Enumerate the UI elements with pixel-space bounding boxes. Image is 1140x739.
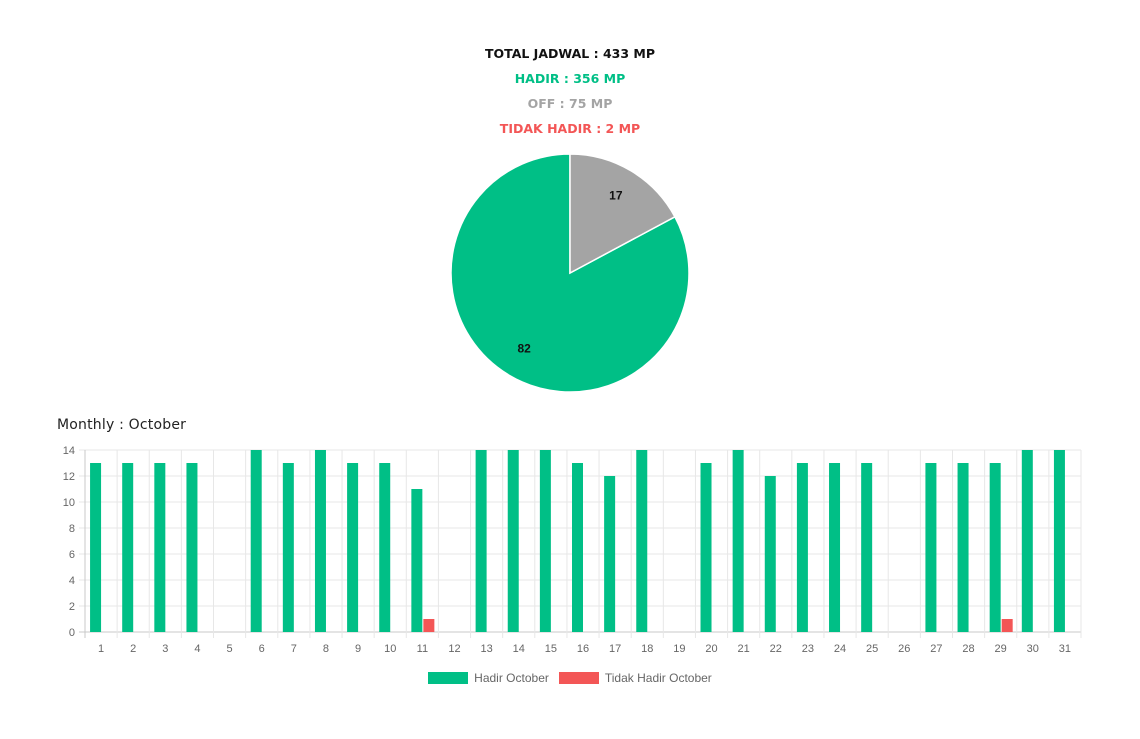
x-tick-label: 15 <box>545 643 557 655</box>
x-tick-label: 23 <box>802 643 814 655</box>
x-tick-label: 2 <box>130 643 136 655</box>
x-tick-label: 9 <box>355 643 361 655</box>
bar-hadir-30[interactable] <box>1021 450 1033 632</box>
bar-hadir-17[interactable] <box>604 476 616 632</box>
bar-hadir-1[interactable] <box>90 463 102 632</box>
attendance-summary: TOTAL JADWAL : 433 MP HADIR : 356 MP OFF… <box>0 41 1140 141</box>
bar-hadir-23[interactable] <box>796 463 808 632</box>
x-tick-label: 13 <box>480 643 492 655</box>
x-tick-label: 16 <box>577 643 589 655</box>
bar-hadir-25[interactable] <box>861 463 873 632</box>
y-tick-label: 4 <box>69 575 75 587</box>
bar-hadir-9[interactable] <box>347 463 359 632</box>
y-tick-label: 14 <box>63 445 75 457</box>
x-tick-label: 31 <box>1059 643 1071 655</box>
bar-hadir-2[interactable] <box>122 463 134 632</box>
pie-label-17: 17 <box>609 189 623 203</box>
bar-hadir-7[interactable] <box>282 463 294 632</box>
x-tick-label: 22 <box>770 643 782 655</box>
x-tick-label: 30 <box>1027 643 1039 655</box>
monthly-chart-title: Monthly : October <box>57 417 187 433</box>
x-tick-label: 25 <box>866 643 878 655</box>
bar-hadir-13[interactable] <box>475 450 487 632</box>
bar-hadir-16[interactable] <box>572 463 583 632</box>
bar-hadir-28[interactable] <box>957 463 969 632</box>
bar-hadir-11[interactable] <box>411 489 423 632</box>
y-tick-label: 12 <box>63 471 75 483</box>
x-tick-label: 21 <box>738 643 750 655</box>
legend-item-tidak-hadir[interactable]: Tidak Hadir October <box>558 671 712 685</box>
bar-hadir-27[interactable] <box>925 463 937 632</box>
bar-hadir-20[interactable] <box>700 463 712 632</box>
x-tick-label: 12 <box>448 643 460 655</box>
x-tick-label: 8 <box>323 643 329 655</box>
attendance-pie-chart: 82 17 <box>450 153 690 393</box>
legend-label-hadir: Hadir October <box>474 671 549 685</box>
y-tick-label: 10 <box>63 497 75 509</box>
x-tick-label: 1 <box>98 643 104 655</box>
bar-hadir-4[interactable] <box>186 463 198 632</box>
x-tick-label: 4 <box>194 643 200 655</box>
bar-hadir-10[interactable] <box>379 463 391 632</box>
bar-hadir-31[interactable] <box>1053 450 1065 632</box>
x-tick-label: 19 <box>673 643 685 655</box>
x-tick-label: 17 <box>609 643 621 655</box>
bar-hadir-8[interactable] <box>314 450 326 632</box>
x-tick-label: 26 <box>898 643 910 655</box>
bar-hadir-15[interactable] <box>539 450 551 632</box>
legend-item-hadir[interactable]: Hadir October <box>428 671 549 685</box>
bar-chart-legend: Hadir October Tidak Hadir October <box>0 671 1140 685</box>
x-tick-label: 14 <box>513 643 525 655</box>
y-tick-label: 6 <box>69 549 75 561</box>
y-tick-label: 2 <box>69 601 75 613</box>
bar-hadir-3[interactable] <box>154 463 166 632</box>
x-tick-label: 29 <box>995 643 1007 655</box>
bar-hadir-14[interactable] <box>507 450 519 632</box>
y-tick-label: 8 <box>69 523 75 535</box>
x-tick-label: 6 <box>259 643 265 655</box>
bar-tidak-hadir-29[interactable] <box>1001 619 1013 632</box>
x-tick-label: 18 <box>641 643 653 655</box>
bar-hadir-21[interactable] <box>732 450 744 632</box>
x-tick-label: 24 <box>834 643 846 655</box>
bar-hadir-29[interactable] <box>989 463 1001 632</box>
x-tick-label: 27 <box>930 643 942 655</box>
bar-hadir-18[interactable] <box>636 450 648 632</box>
present-count-text: HADIR : 356 MP <box>514 71 626 86</box>
x-tick-label: 10 <box>384 643 396 655</box>
bar-hadir-24[interactable] <box>829 463 841 632</box>
legend-swatch-hadir <box>428 672 469 684</box>
x-tick-label: 11 <box>417 643 428 655</box>
x-tick-label: 7 <box>291 643 297 655</box>
absent-count-text: TIDAK HADIR : 2 MP <box>499 121 641 136</box>
legend-swatch-tidak-hadir <box>558 672 599 684</box>
bar-hadir-22[interactable] <box>764 476 776 632</box>
off-count-text: OFF : 75 MP <box>527 96 613 111</box>
x-tick-label: 20 <box>705 643 717 655</box>
legend-label-tidak-hadir: Tidak Hadir October <box>604 671 712 685</box>
y-tick-label: 0 <box>69 627 75 639</box>
x-tick-label: 5 <box>227 643 233 655</box>
bar-tidak-hadir-11[interactable] <box>423 619 435 632</box>
bar-hadir-6[interactable] <box>250 450 262 632</box>
pie-label-82: 82 <box>517 342 531 356</box>
total-schedule-text: TOTAL JADWAL : 433 MP <box>484 46 655 61</box>
x-tick-label: 3 <box>162 643 168 655</box>
pie-slice-17[interactable] <box>569 153 676 275</box>
x-tick-label: 28 <box>962 643 974 655</box>
